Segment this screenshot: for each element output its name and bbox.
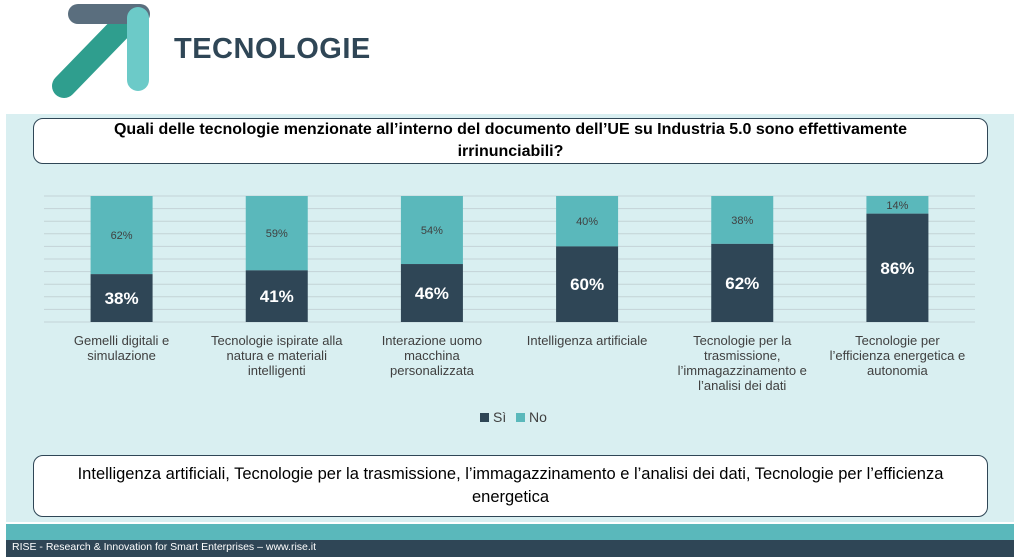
bar-no: [711, 196, 774, 244]
data-label-no: 62%: [111, 230, 133, 242]
question-text: Quali delle tecnologie menzionate all’in…: [113, 121, 908, 160]
data-label-si: 62%: [725, 274, 759, 293]
data-label-si: 41%: [260, 287, 294, 306]
data-label-si: 38%: [105, 289, 139, 308]
page-title: TECNOLOGIE: [174, 33, 371, 65]
bar-si: [711, 243, 774, 322]
bar-no: [90, 196, 153, 275]
answer-box: Intelligenza artificiali, Tecnologie per…: [33, 455, 988, 517]
content-panel: [6, 114, 1014, 522]
data-label-si: 86%: [880, 259, 914, 278]
bar-no: [556, 196, 619, 247]
data-label-no: 59%: [266, 228, 288, 240]
bar-no: [245, 196, 308, 271]
answer-text: Intelligenza artificiali, Tecnologie per…: [77, 465, 944, 506]
data-label-si: 60%: [570, 275, 604, 294]
category-label: Interazione uomo macchina personalizzata: [382, 333, 482, 378]
data-label-no: 14%: [886, 200, 908, 212]
category-label: Tecnologie ispirate alla natura e materia…: [211, 333, 343, 378]
legend-swatch-no: [516, 412, 525, 422]
bar-si: [400, 264, 463, 322]
legend-swatch-si: [480, 412, 489, 422]
legend-item-si: Sì: [480, 409, 506, 425]
bar-no: [400, 196, 463, 265]
logo: [52, 4, 150, 98]
bar-si: [245, 270, 308, 322]
data-label-si: 46%: [415, 284, 449, 303]
category-label: Gemelli digitali e simulazione: [74, 333, 169, 363]
data-label-no: 54%: [421, 225, 443, 237]
bar-si: [90, 274, 153, 322]
footer-band: [6, 524, 1014, 540]
legend-label-no: No: [529, 409, 547, 425]
data-label-no: 38%: [731, 215, 753, 227]
question-box: Quali delle tecnologie menzionate all’in…: [33, 118, 988, 164]
category-label: Intelligenza artificiale: [527, 333, 648, 348]
stacked-bar-chart: 62% 38% Gemelli digitali e simulazione 59% 41…: [44, 195, 975, 393]
bar-si: [556, 246, 619, 322]
legend-item-no: No: [516, 409, 547, 425]
legend-label-si: Sì: [493, 409, 507, 425]
category-label: Tecnologie per la trasmissione, l’immagazz…: [678, 333, 807, 393]
footer-bar: [6, 540, 1014, 557]
data-label-no: 40%: [576, 216, 598, 228]
bar-si: [866, 213, 929, 322]
footer-text: RISE - Research & Innovation for Smart E…: [12, 541, 317, 553]
bar-no: [866, 196, 929, 214]
